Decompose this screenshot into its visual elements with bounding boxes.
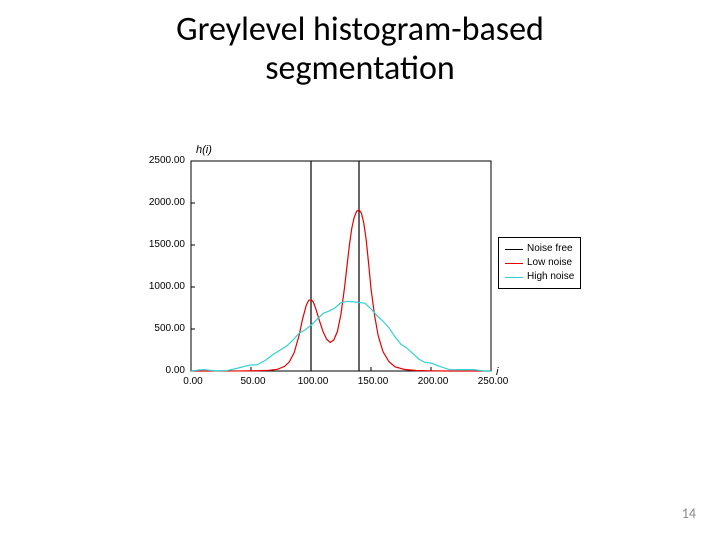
legend-item: Noise free: [505, 242, 574, 256]
legend-item: Low noise: [505, 256, 574, 270]
y-tick-label: 0.00: [135, 365, 185, 376]
y-tick-label: 2000.00: [135, 197, 185, 208]
x-tick-label: 200.00: [413, 376, 453, 387]
title-line-1: Greylevel histogram-based: [176, 9, 544, 50]
page-title: Greylevel histogram-based segmentation: [0, 10, 720, 88]
y-axis-label: h(i): [196, 144, 212, 156]
x-tick-label: 250.00: [473, 376, 513, 387]
legend-label: Low noise: [527, 256, 572, 270]
x-tick-label: 0.00: [173, 376, 213, 387]
x-tick-label: 100.00: [293, 376, 333, 387]
slide: Greylevel histogram-based segmentation h…: [0, 0, 720, 540]
legend-label: Noise free: [527, 242, 573, 256]
page-number: 14: [682, 505, 696, 522]
legend-swatch: [505, 263, 523, 264]
plot-area: [190, 160, 492, 372]
y-tick-label: 1000.00: [135, 281, 185, 292]
legend-item: High noise: [505, 270, 574, 284]
x-tick-label: 50.00: [233, 376, 273, 387]
legend-swatch: [505, 249, 523, 250]
y-tick-label: 500.00: [135, 323, 185, 334]
y-tick-label: 1500.00: [135, 239, 185, 250]
legend-label: High noise: [527, 270, 574, 284]
y-tick-label: 2500.00: [135, 155, 185, 166]
legend: Noise freeLow noiseHigh noise: [498, 237, 581, 289]
title-line-2: segmentation: [265, 48, 455, 89]
legend-swatch: [505, 277, 523, 278]
x-tick-label: 150.00: [353, 376, 393, 387]
